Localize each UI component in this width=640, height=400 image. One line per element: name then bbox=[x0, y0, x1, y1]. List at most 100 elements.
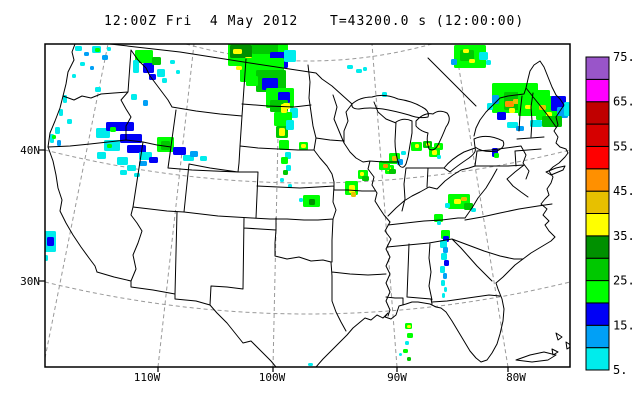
gridline-lon-80W bbox=[454, 44, 509, 367]
radar-echo bbox=[444, 260, 449, 266]
radar-echo bbox=[407, 357, 411, 361]
radar-echo bbox=[349, 185, 355, 193]
radar-echo bbox=[505, 101, 514, 107]
radar-echo bbox=[407, 333, 413, 338]
colorbar-label-35.: 35. bbox=[613, 229, 635, 243]
radar-echo bbox=[403, 349, 408, 353]
radar-echo bbox=[392, 156, 397, 161]
radar-echo bbox=[45, 255, 48, 261]
radar-echo bbox=[149, 157, 158, 163]
colorbar-cell-40dbz bbox=[585, 190, 610, 214]
radar-echo bbox=[444, 287, 447, 292]
radar-echo bbox=[360, 172, 364, 176]
radar-echo bbox=[362, 176, 369, 181]
radar-echo bbox=[507, 122, 518, 128]
radar-echo bbox=[284, 50, 296, 62]
radar-echo bbox=[139, 152, 152, 160]
radar-echo bbox=[461, 197, 467, 201]
radar-echo bbox=[110, 127, 116, 132]
radar-echo bbox=[389, 169, 396, 174]
radar-echo bbox=[246, 76, 258, 86]
radar-echo bbox=[415, 144, 419, 148]
radar-echo bbox=[97, 152, 106, 159]
gridline-lat-50N bbox=[185, 44, 433, 62]
radar-echo bbox=[299, 198, 303, 202]
radar-echo bbox=[441, 280, 445, 286]
radar-echo bbox=[47, 237, 54, 246]
radar-echo bbox=[236, 66, 242, 70]
radar-echo bbox=[309, 199, 315, 205]
radar-echo bbox=[399, 353, 402, 356]
lake-michigan bbox=[394, 118, 413, 168]
islands bbox=[515, 165, 570, 363]
colorbar-cell-15dbz bbox=[585, 302, 610, 326]
radar-echo bbox=[80, 62, 85, 66]
radar-echo bbox=[363, 67, 367, 71]
radar-echo bbox=[281, 104, 287, 113]
radar-echo bbox=[564, 102, 570, 116]
radar-echo bbox=[497, 112, 506, 120]
radar-echo bbox=[107, 144, 112, 148]
radar-echo bbox=[486, 60, 491, 65]
axis-ticks bbox=[39, 149, 509, 372]
radar-echo bbox=[286, 120, 294, 130]
radar-echo bbox=[176, 70, 180, 74]
radar-echo bbox=[280, 178, 284, 182]
radar-echo bbox=[286, 165, 291, 171]
radar-echo bbox=[487, 103, 493, 110]
lat-label-40N: 40N bbox=[20, 144, 40, 157]
radar-echo bbox=[407, 325, 411, 328]
radar-echo bbox=[437, 155, 441, 159]
radar-echo bbox=[52, 135, 56, 139]
radar-echo bbox=[516, 126, 524, 131]
lake-superior bbox=[351, 94, 429, 119]
radar-echo bbox=[494, 153, 499, 158]
radar-echo bbox=[530, 120, 542, 127]
lon-label-90W: 90W bbox=[387, 371, 407, 384]
radar-echo bbox=[509, 108, 515, 113]
colorbar-cell-65dbz bbox=[585, 78, 610, 103]
basemap-borders bbox=[47, 44, 570, 367]
colorbar-cell-5dbz bbox=[585, 347, 610, 371]
plot-timestamp: 12:00Z Fri 4 May 2012 bbox=[104, 14, 299, 29]
colorbar-cell-10dbz bbox=[585, 324, 610, 349]
radar-echo bbox=[437, 221, 441, 225]
map-frame bbox=[44, 43, 571, 368]
lon-label-100W: 100W bbox=[259, 371, 286, 384]
radar-echo bbox=[84, 52, 89, 56]
radar-echo bbox=[157, 69, 165, 77]
colorbar-cell-45dbz bbox=[585, 168, 610, 192]
radar-echo bbox=[252, 44, 278, 54]
state-borders-west bbox=[47, 49, 259, 295]
border-mexico bbox=[96, 271, 277, 367]
radar-echo bbox=[454, 199, 461, 204]
radar-echo bbox=[443, 247, 448, 253]
radar-echo bbox=[405, 341, 409, 345]
lake-erie bbox=[443, 147, 476, 173]
radar-echo bbox=[143, 100, 148, 106]
colorbar-label-25.: 25. bbox=[613, 274, 635, 288]
radar-echo bbox=[59, 109, 63, 116]
lake-huron bbox=[415, 110, 450, 151]
radar-echo bbox=[432, 150, 437, 155]
colorbar-cell-30dbz bbox=[585, 235, 610, 259]
colorbar-label-75.: 75. bbox=[613, 50, 635, 64]
state-borders-south bbox=[330, 217, 524, 332]
gridline-lon-90W bbox=[371, 44, 398, 367]
radar-echo bbox=[445, 203, 450, 208]
colorbar-cell-20dbz bbox=[585, 280, 610, 304]
colorbar-cell-35dbz bbox=[585, 213, 610, 237]
radar-echo bbox=[131, 94, 137, 100]
radar-echo bbox=[90, 66, 94, 70]
radar-echo bbox=[143, 63, 154, 73]
radar-echo bbox=[173, 147, 186, 155]
radar-echo bbox=[135, 50, 153, 63]
radar-echo bbox=[133, 60, 139, 73]
radar-echo bbox=[162, 78, 167, 83]
radar-echo bbox=[200, 156, 207, 161]
radar-echo bbox=[152, 57, 161, 65]
plot-title: 12:00Z Fri 4 May 2012 T=43200.0 s (12:00… bbox=[0, 14, 640, 34]
radar-echo bbox=[442, 293, 445, 298]
